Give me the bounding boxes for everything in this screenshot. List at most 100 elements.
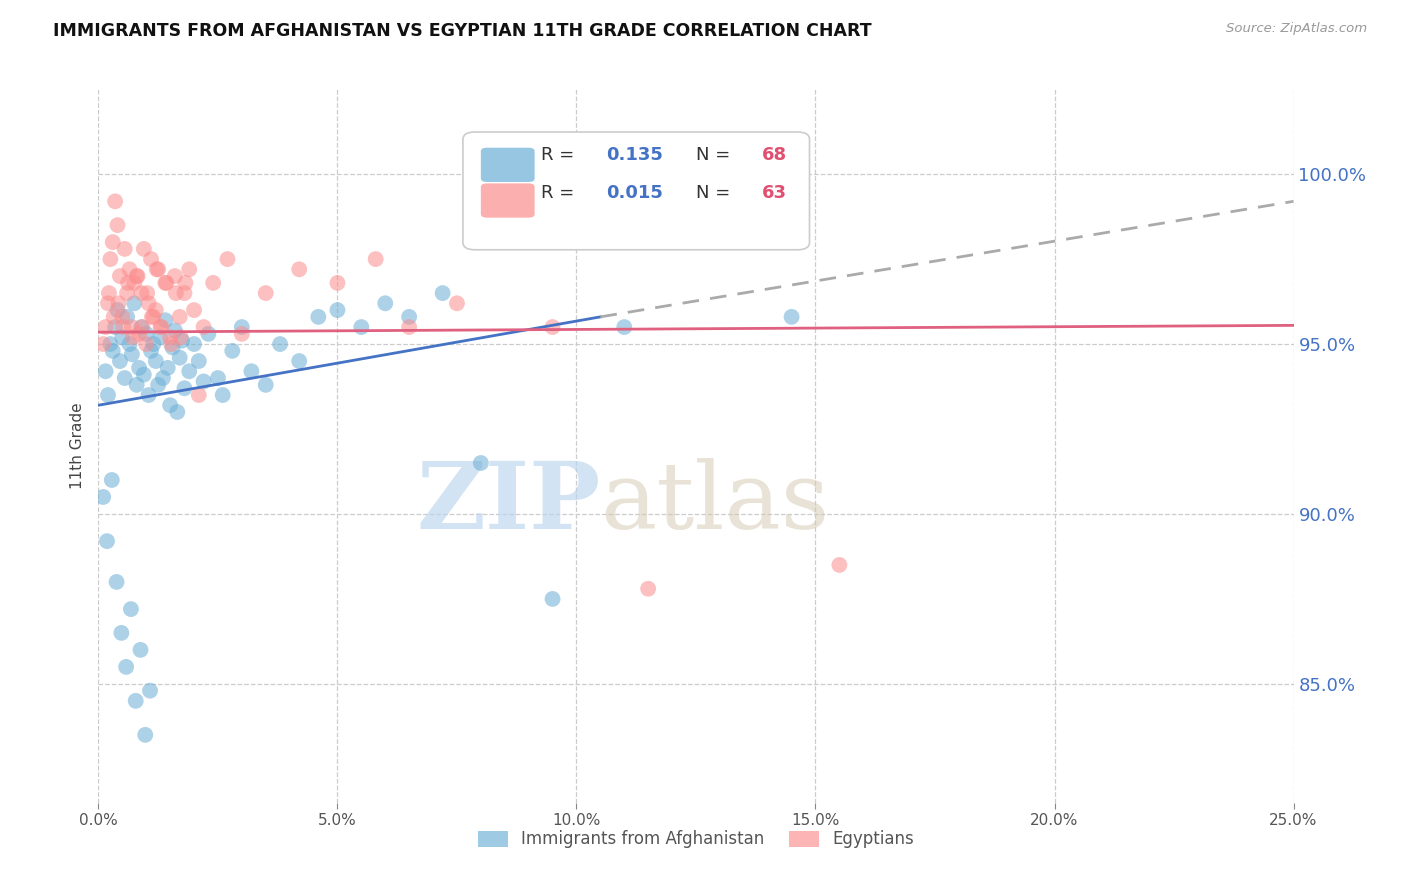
Point bbox=[142, 310, 165, 324]
Point bbox=[121, 320, 143, 334]
Point bbox=[150, 320, 173, 334]
Point bbox=[828, 558, 851, 572]
Point bbox=[254, 377, 277, 392]
Text: ZIP: ZIP bbox=[416, 458, 600, 548]
Point bbox=[145, 354, 167, 368]
Point bbox=[364, 252, 387, 266]
Point bbox=[145, 303, 167, 318]
Point bbox=[139, 252, 162, 266]
Point bbox=[231, 320, 253, 334]
Point bbox=[374, 296, 396, 310]
Point bbox=[211, 388, 233, 402]
Point bbox=[173, 381, 195, 395]
Point bbox=[149, 320, 172, 334]
Point bbox=[94, 320, 117, 334]
FancyBboxPatch shape bbox=[463, 132, 810, 250]
Point bbox=[117, 276, 139, 290]
Point bbox=[101, 235, 124, 249]
Point bbox=[159, 330, 181, 344]
Point bbox=[135, 326, 157, 341]
Point bbox=[166, 405, 188, 419]
Text: atlas: atlas bbox=[600, 458, 830, 548]
Point bbox=[111, 330, 134, 344]
Point bbox=[155, 313, 177, 327]
Point bbox=[112, 320, 135, 334]
FancyBboxPatch shape bbox=[481, 148, 534, 182]
Point bbox=[108, 269, 131, 284]
Point bbox=[104, 320, 127, 334]
Point bbox=[288, 354, 311, 368]
Point bbox=[350, 320, 373, 334]
Point bbox=[269, 337, 291, 351]
Point bbox=[132, 368, 155, 382]
Legend: Immigrants from Afghanistan, Egyptians: Immigrants from Afghanistan, Egyptians bbox=[471, 824, 921, 855]
Point bbox=[91, 490, 114, 504]
Point bbox=[240, 364, 263, 378]
Point bbox=[163, 323, 186, 337]
Point bbox=[124, 296, 146, 310]
Point bbox=[398, 310, 420, 324]
Point bbox=[398, 320, 420, 334]
Point bbox=[149, 330, 172, 344]
Point bbox=[187, 354, 209, 368]
Point bbox=[152, 371, 174, 385]
Point bbox=[187, 388, 209, 402]
Point bbox=[148, 262, 170, 277]
Point bbox=[142, 337, 165, 351]
Text: N =: N = bbox=[696, 146, 735, 164]
Point bbox=[155, 276, 177, 290]
Point bbox=[108, 354, 131, 368]
Point bbox=[96, 534, 118, 549]
Point bbox=[193, 320, 215, 334]
Point bbox=[141, 310, 163, 324]
Point bbox=[120, 602, 142, 616]
Point bbox=[174, 276, 197, 290]
Point bbox=[156, 360, 179, 375]
Point bbox=[202, 276, 225, 290]
Point bbox=[98, 252, 122, 266]
Point bbox=[91, 337, 114, 351]
Point bbox=[132, 242, 155, 256]
Point bbox=[101, 473, 124, 487]
Point bbox=[780, 310, 803, 324]
Text: 0.015: 0.015 bbox=[606, 184, 664, 202]
Point bbox=[172, 334, 194, 348]
Point bbox=[541, 591, 564, 606]
Point bbox=[221, 343, 243, 358]
Point bbox=[98, 337, 122, 351]
Text: N =: N = bbox=[696, 184, 735, 202]
Point bbox=[97, 286, 120, 301]
Y-axis label: 11th Grade: 11th Grade bbox=[70, 402, 86, 490]
FancyBboxPatch shape bbox=[481, 184, 534, 218]
Point bbox=[131, 320, 153, 334]
Point bbox=[162, 341, 184, 355]
Point bbox=[104, 194, 127, 209]
Point bbox=[118, 337, 141, 351]
Point bbox=[115, 310, 138, 324]
Point bbox=[307, 310, 329, 324]
Point bbox=[183, 337, 205, 351]
Point bbox=[183, 303, 205, 318]
Point bbox=[107, 218, 129, 232]
Point bbox=[107, 303, 129, 318]
Point bbox=[121, 347, 143, 361]
Text: R =: R = bbox=[541, 146, 579, 164]
Point bbox=[129, 643, 152, 657]
Point bbox=[97, 388, 120, 402]
Point bbox=[139, 683, 162, 698]
Point bbox=[637, 582, 659, 596]
Point bbox=[94, 364, 117, 378]
Point bbox=[127, 269, 149, 284]
Point bbox=[124, 276, 146, 290]
Point bbox=[288, 262, 311, 277]
Point bbox=[101, 343, 124, 358]
Point bbox=[446, 296, 468, 310]
Point bbox=[148, 377, 170, 392]
Point bbox=[125, 269, 148, 284]
Point bbox=[169, 310, 191, 324]
Point bbox=[115, 660, 138, 674]
Point bbox=[231, 326, 253, 341]
Point bbox=[121, 330, 143, 344]
Point bbox=[114, 242, 136, 256]
Point bbox=[470, 456, 492, 470]
